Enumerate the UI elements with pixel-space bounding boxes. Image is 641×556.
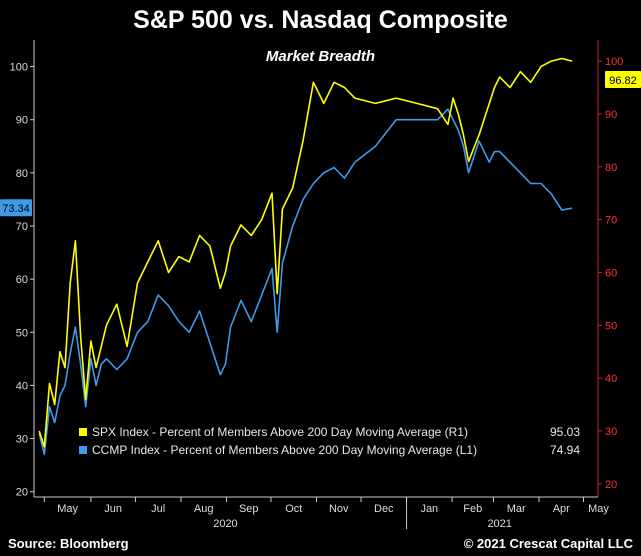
spx-last-value-box xyxy=(605,71,641,88)
left-tick-label: 90 xyxy=(16,115,28,127)
legend: SPX Index - Percent of Members Above 200… xyxy=(79,425,580,457)
left-tick-label: 40 xyxy=(16,380,28,392)
ccmp-last-value: 73.34 xyxy=(2,203,30,215)
chart-title: S&P 500 vs. Nasdaq Composite xyxy=(133,6,508,34)
spx-legend-value: 95.03 xyxy=(550,425,580,439)
left-tick-label: 50 xyxy=(16,327,28,339)
left-axis: 20 30 40 50 60 70 80 90 100 xyxy=(10,62,34,499)
right-axis: 20 30 40 50 60 70 80 90 100 xyxy=(598,56,623,491)
month-label: Mar xyxy=(507,503,526,515)
right-tick-label: 30 xyxy=(605,426,617,438)
month-label: Jul xyxy=(151,503,165,515)
month-label: May xyxy=(57,503,78,515)
year-label: 2021 xyxy=(487,518,511,530)
month-label: Oct xyxy=(285,503,302,515)
spx-legend-swatch xyxy=(79,428,87,436)
ccmp-last-value-box xyxy=(0,199,32,217)
right-tick-label: 80 xyxy=(605,162,617,174)
month-label: Jan xyxy=(420,503,438,515)
series-lines xyxy=(38,57,573,456)
spx-series-line xyxy=(38,57,573,448)
right-tick-label: 50 xyxy=(605,320,617,332)
plot-frame xyxy=(33,40,599,498)
spx-legend-label: SPX Index - Percent of Members Above 200… xyxy=(92,425,468,439)
right-tick-label: 20 xyxy=(605,479,617,491)
source-note: Source: Bloomberg xyxy=(8,536,129,551)
left-tick-label: 70 xyxy=(16,221,28,233)
left-tick-label: 30 xyxy=(16,434,28,446)
month-label: Apr xyxy=(553,503,570,515)
left-tick-label: 100 xyxy=(10,62,28,74)
left-tick-label: 80 xyxy=(16,168,28,180)
right-tick-label: 90 xyxy=(605,109,617,121)
month-label: Jun xyxy=(104,503,122,515)
right-tick-label: 40 xyxy=(605,373,617,385)
ccmp-legend-value: 74.94 xyxy=(550,443,580,457)
month-label: Feb xyxy=(463,503,482,515)
copyright-note: © 2021 Crescat Capital LLC xyxy=(463,536,633,551)
left-tick-label: 20 xyxy=(16,487,28,499)
left-tick-label: 60 xyxy=(16,274,28,286)
month-label: Nov xyxy=(329,503,349,515)
ccmp-legend-swatch xyxy=(79,446,87,454)
x-axis: May Jun Jul Aug Sep Oct Nov Dec Jan Feb Mar Apr May 2… xyxy=(43,497,609,530)
month-label: Aug xyxy=(194,503,214,515)
ccmp-legend-label: CCMP Index - Percent of Members Above 20… xyxy=(92,443,477,457)
month-label: May xyxy=(588,503,609,515)
spx-last-value: 96.82 xyxy=(609,75,637,87)
right-tick-label: 60 xyxy=(605,267,617,279)
chart-subtitle: Market Breadth xyxy=(265,48,376,65)
last-value-labels: 96.82 73.34 xyxy=(0,71,641,217)
ccmp-series-line xyxy=(38,108,573,456)
month-label: Dec xyxy=(374,503,394,515)
right-tick-label: 100 xyxy=(605,56,623,68)
year-label: 2020 xyxy=(213,518,237,530)
month-label: Sep xyxy=(239,503,259,515)
right-tick-label: 70 xyxy=(605,215,617,227)
